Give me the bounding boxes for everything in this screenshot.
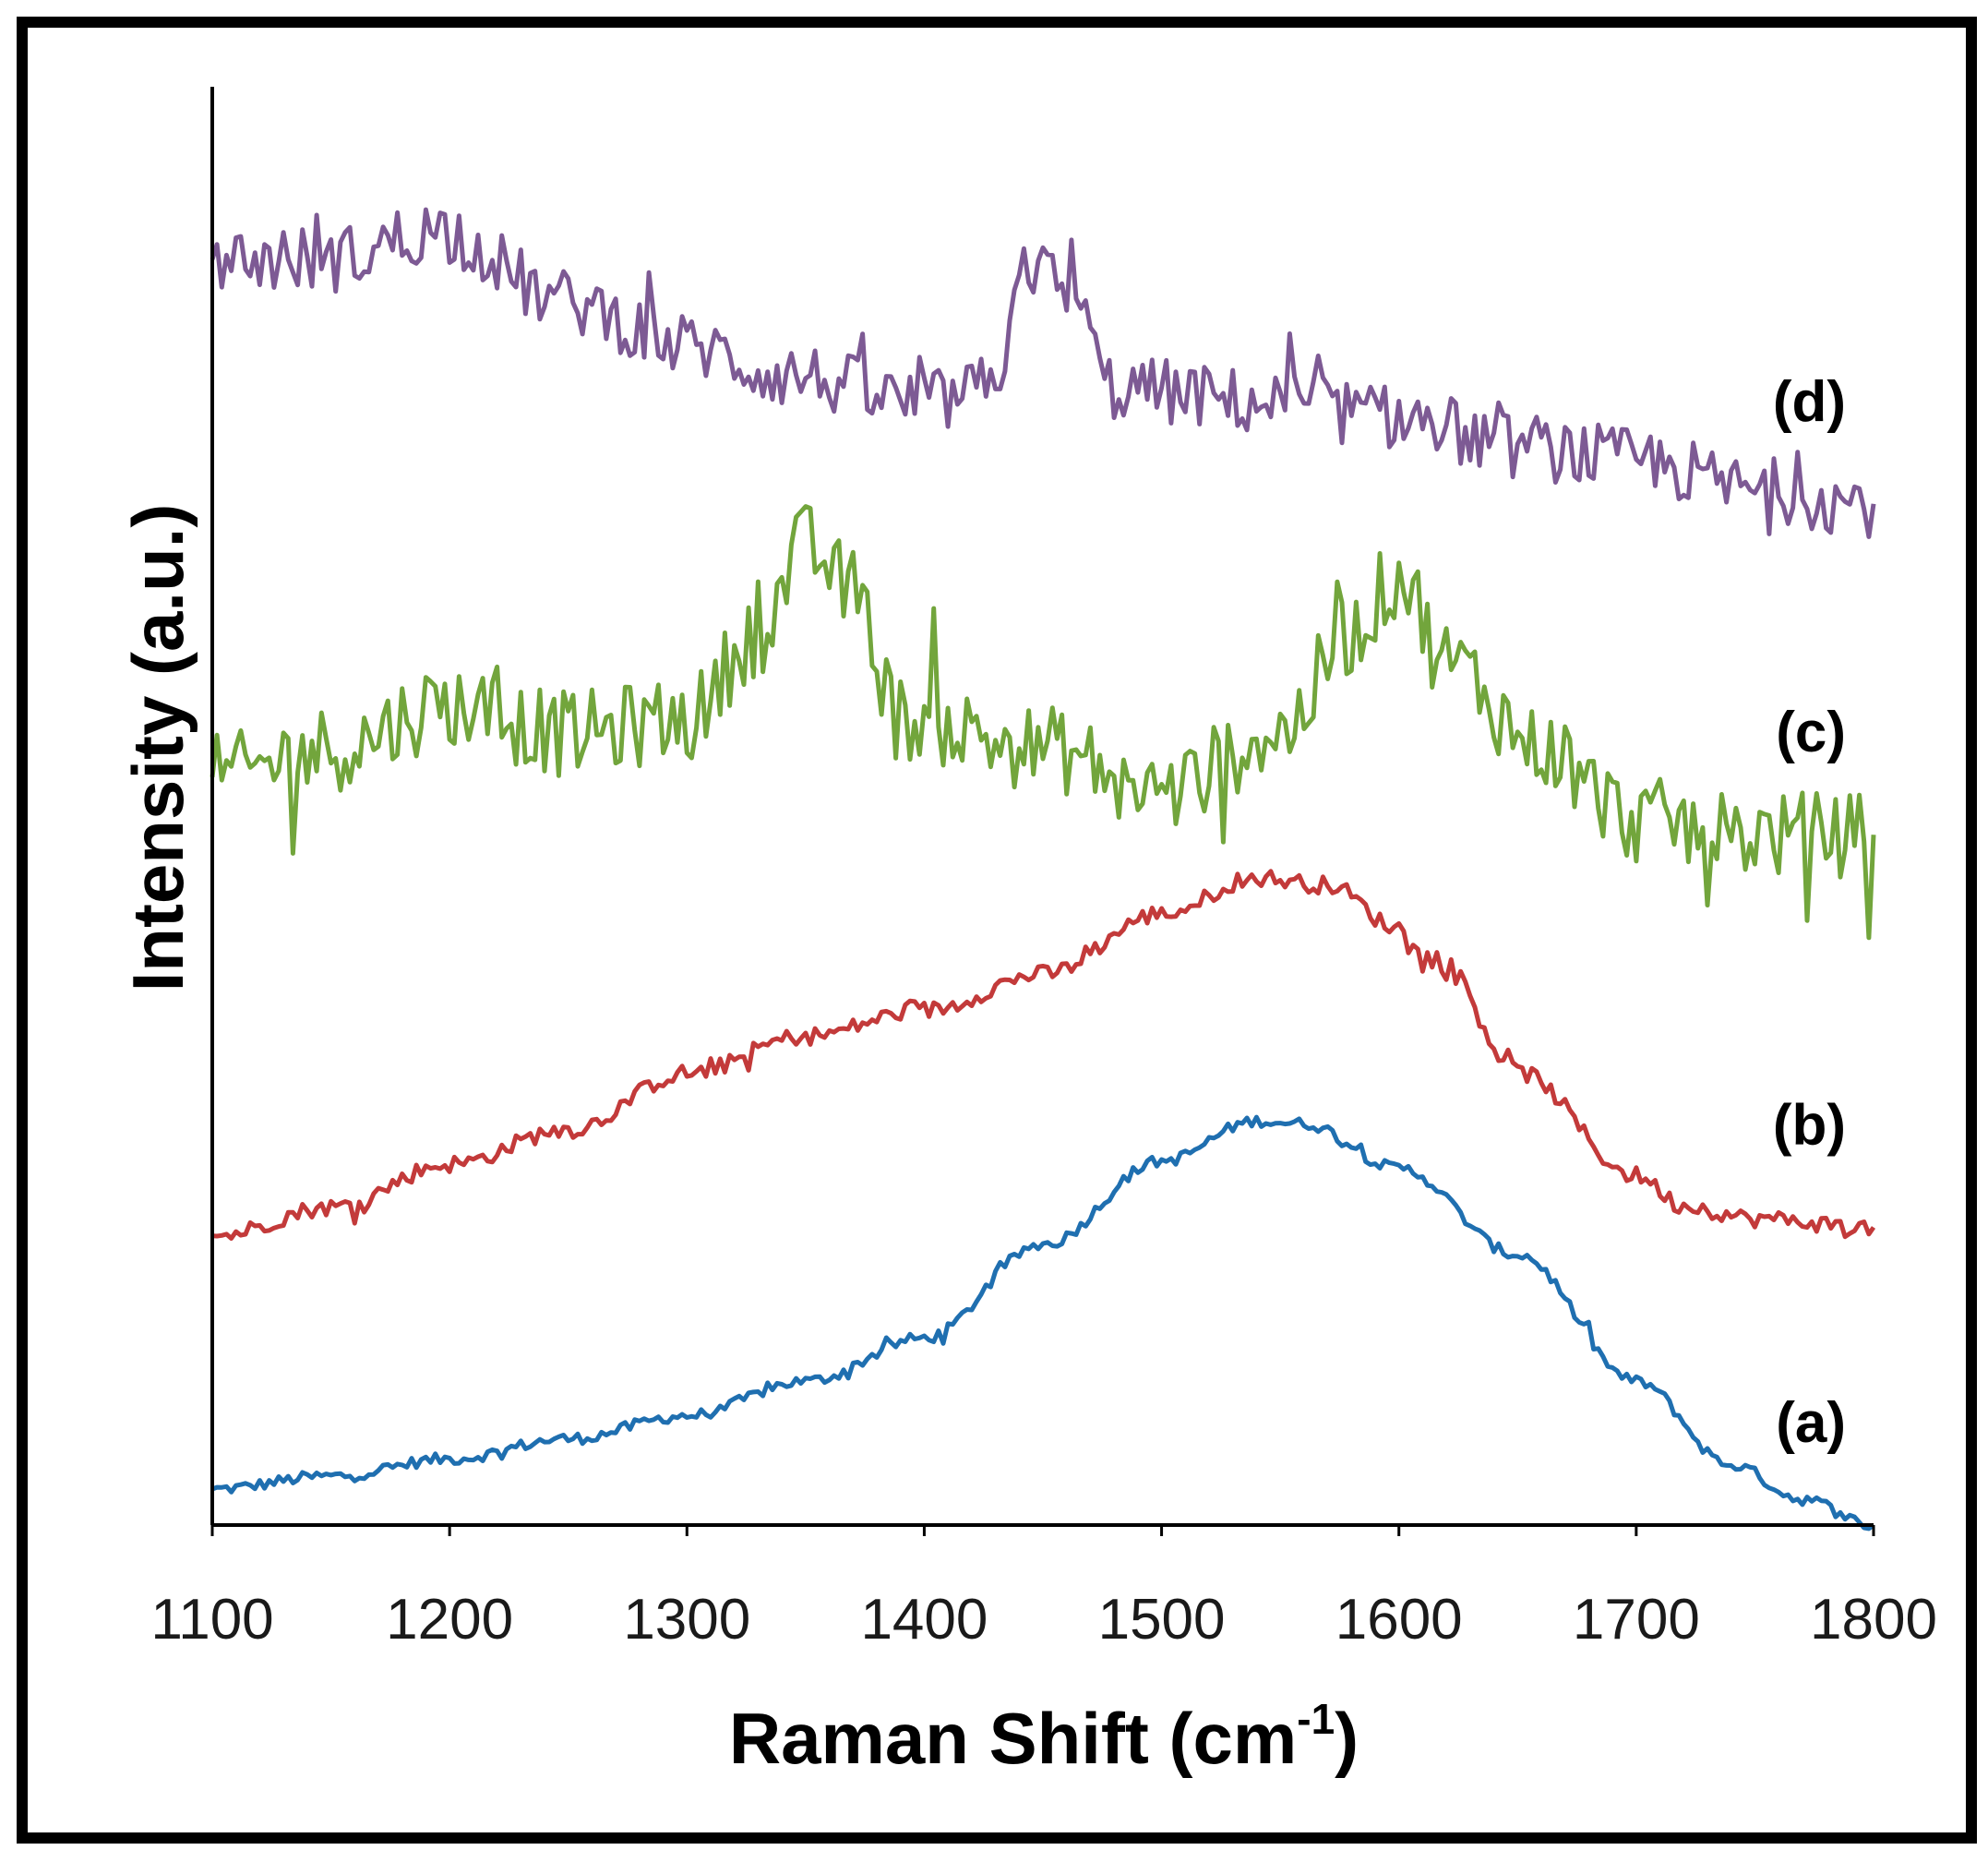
x-axis-title-main: Raman Shift (cm [729, 1698, 1297, 1779]
series-line-a [211, 1114, 1875, 1532]
x-tick-label: 1500 [1098, 1588, 1226, 1652]
series-label-b: (b) [1773, 1093, 1846, 1157]
x-tick-label: 1800 [1810, 1588, 1937, 1652]
x-axis-title: Raman Shift (cm-1) [729, 1695, 1359, 1779]
x-tick-label: 1600 [1335, 1588, 1463, 1652]
series-label-a: (a) [1776, 1391, 1846, 1455]
tick-layer: 1100 1200 1300 1400 1500 1600 1700 1800 [150, 1525, 1937, 1652]
series-label-c: (c) [1776, 701, 1846, 764]
series-label-d: (d) [1773, 370, 1846, 434]
series-line-c [210, 504, 1876, 941]
x-tick-label: 1100 [150, 1588, 273, 1652]
series-label-layer: (a) (b) (c) (d) [1773, 370, 1846, 1455]
series-line-b [211, 869, 1876, 1241]
series-layer [210, 207, 1876, 1532]
x-tick-label: 1400 [860, 1588, 988, 1652]
figure-frame: 1100 1200 1300 1400 1500 1600 1700 1800 (a) (b)(… [17, 17, 1977, 1844]
raman-chart: 1100 1200 1300 1400 1500 1600 1700 1800 (a)(b)(… [117, 87, 1937, 1779]
x-axis-title-superscript: -1 [1297, 1695, 1335, 1743]
series-line-d [210, 207, 1876, 539]
x-tick-label: 1200 [386, 1588, 513, 1652]
x-tick-label: 1700 [1573, 1588, 1700, 1652]
x-axis-title-close: ) [1335, 1698, 1359, 1779]
y-axis-title: Intensity (a.u.) [117, 504, 198, 992]
x-tick-label: 1300 [623, 1588, 750, 1652]
